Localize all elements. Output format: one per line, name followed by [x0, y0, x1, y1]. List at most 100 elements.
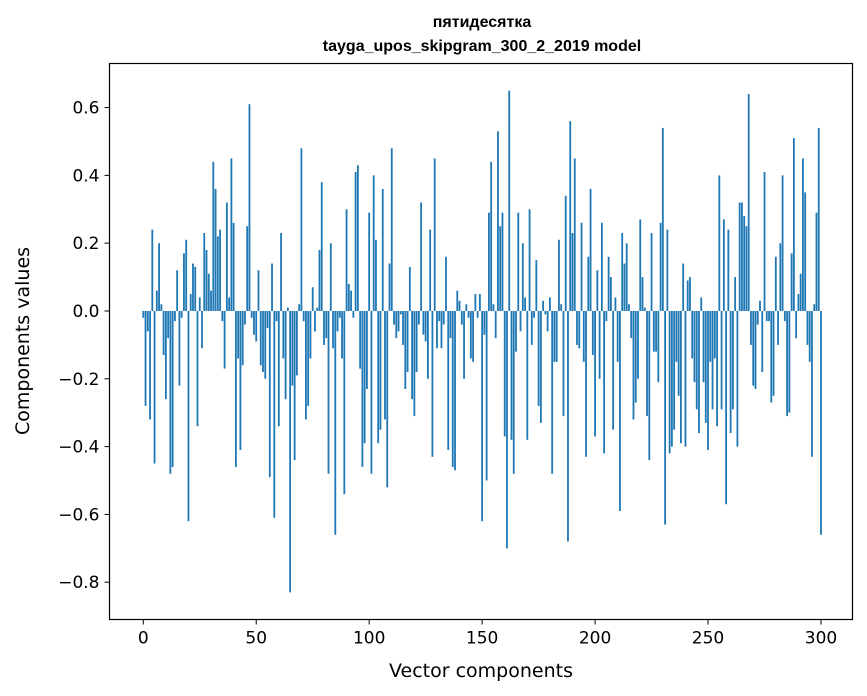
bar-111 [393, 310, 395, 325]
bar-35 [221, 310, 224, 322]
bar-208 [612, 310, 615, 430]
bar-198 [589, 188, 592, 311]
bar-274 [761, 310, 764, 373]
bar-36 [223, 310, 226, 369]
bar-225 [650, 233, 653, 311]
bar-287 [790, 253, 793, 311]
plot-frame [108, 62, 854, 621]
bar-79 [320, 182, 323, 311]
bar-210 [616, 310, 619, 362]
bar-39 [230, 158, 233, 311]
bar-20 [187, 310, 190, 522]
bar-59 [275, 310, 278, 322]
bar-169 [524, 297, 526, 311]
bar-29 [207, 273, 210, 311]
bar-271 [754, 310, 757, 389]
bar-60 [277, 310, 280, 427]
bar-31 [212, 161, 215, 311]
bar-8 [160, 304, 163, 311]
bar-21 [189, 294, 192, 311]
bar-123 [420, 202, 423, 311]
bar-141 [460, 310, 463, 325]
bar-250 [707, 310, 709, 450]
bar-222 [643, 307, 646, 311]
bar-72 [305, 310, 307, 420]
bar-238 [680, 310, 682, 444]
bar-14 [174, 310, 176, 322]
y-tick-label: 0.2 [72, 234, 99, 254]
bar-264 [738, 202, 741, 311]
bar-218 [634, 310, 637, 403]
bar-56 [268, 310, 271, 478]
bar-164 [512, 310, 515, 474]
bar-256 [720, 310, 723, 410]
bar-64 [286, 307, 289, 311]
bar-278 [770, 310, 773, 403]
bar-268 [747, 94, 750, 311]
bar-121 [415, 310, 418, 373]
bar-145 [469, 310, 472, 359]
bar-151 [483, 310, 486, 335]
bar-43 [239, 310, 242, 450]
bar-133 [442, 310, 445, 325]
bar-124 [422, 310, 425, 335]
bar-185 [560, 304, 563, 311]
bar-275 [763, 171, 766, 311]
bar-85 [334, 310, 337, 535]
bar-261 [731, 310, 734, 410]
bar-103 [375, 239, 377, 311]
bar-142 [463, 310, 465, 379]
bar-18 [183, 253, 185, 311]
y-tick-label: −0.2 [58, 370, 99, 390]
bar-series [142, 90, 822, 593]
bar-12 [169, 310, 172, 474]
bar-284 [783, 310, 786, 322]
bar-277 [768, 310, 770, 322]
bar-195 [582, 310, 585, 362]
bar-82 [327, 310, 330, 474]
bar-156 [494, 310, 497, 339]
bar-84 [332, 310, 334, 349]
bar-282 [779, 243, 782, 311]
y-tick-label: 0.0 [72, 302, 99, 322]
bar-30 [210, 290, 212, 311]
bar-296 [811, 310, 813, 457]
bar-55 [266, 310, 269, 328]
bar-205 [605, 310, 608, 322]
bar-231 [664, 310, 667, 525]
bar-46 [246, 226, 249, 311]
bar-5 [153, 310, 156, 464]
bar-247 [700, 297, 703, 311]
bar-167 [519, 310, 522, 332]
bar-183 [555, 310, 558, 362]
bar-290 [797, 294, 800, 311]
bar-230 [661, 127, 664, 311]
bar-114 [399, 310, 402, 315]
bar-162 [508, 90, 511, 311]
bar-173 [533, 310, 535, 318]
bar-160 [503, 310, 506, 437]
bar-191 [573, 158, 576, 311]
bar-174 [535, 260, 538, 311]
bar-98 [363, 310, 366, 444]
bar-297 [813, 304, 816, 311]
bar-94 [354, 171, 357, 311]
bar-252 [711, 310, 714, 410]
bar-132 [440, 310, 443, 349]
bar-158 [499, 226, 502, 311]
bar-78 [318, 249, 321, 311]
bar-116 [404, 310, 407, 389]
bar-4 [151, 229, 154, 311]
bar-53 [262, 310, 264, 373]
bar-66 [291, 310, 294, 386]
bar-23 [194, 266, 197, 311]
bar-88 [341, 310, 343, 359]
bar-177 [542, 300, 545, 311]
bar-73 [307, 310, 310, 406]
bar-244 [693, 310, 696, 383]
bar-61 [280, 233, 282, 311]
bar-213 [623, 263, 626, 311]
bar-255 [718, 175, 721, 311]
